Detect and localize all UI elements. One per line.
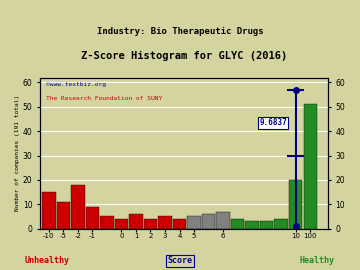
Bar xyxy=(187,217,201,229)
Text: Industry: Bio Therapeutic Drugs: Industry: Bio Therapeutic Drugs xyxy=(97,26,263,36)
Bar xyxy=(216,212,230,229)
Bar xyxy=(115,219,128,229)
Bar xyxy=(260,221,273,229)
Bar xyxy=(274,219,288,229)
Text: The Research Foundation of SUNY: The Research Foundation of SUNY xyxy=(46,96,162,101)
Bar xyxy=(129,214,143,229)
Text: Score: Score xyxy=(167,256,193,265)
Text: Healthy: Healthy xyxy=(299,256,334,265)
Bar xyxy=(246,221,259,229)
Text: ©www.textbiz.org: ©www.textbiz.org xyxy=(46,82,106,87)
Y-axis label: Number of companies (191 total): Number of companies (191 total) xyxy=(15,95,20,211)
Bar xyxy=(86,207,99,229)
Bar xyxy=(158,217,172,229)
Bar xyxy=(144,219,157,229)
Bar xyxy=(303,104,317,229)
Bar xyxy=(57,202,70,229)
Bar xyxy=(173,219,186,229)
Title: Z-Score Histogram for GLYC (2016): Z-Score Histogram for GLYC (2016) xyxy=(81,52,287,62)
Bar xyxy=(100,217,114,229)
Bar xyxy=(42,192,55,229)
Bar xyxy=(202,214,215,229)
Text: Unhealthy: Unhealthy xyxy=(24,256,69,265)
Bar xyxy=(231,219,244,229)
Bar xyxy=(71,185,85,229)
Text: 9.6837: 9.6837 xyxy=(259,118,287,127)
Bar xyxy=(289,180,302,229)
